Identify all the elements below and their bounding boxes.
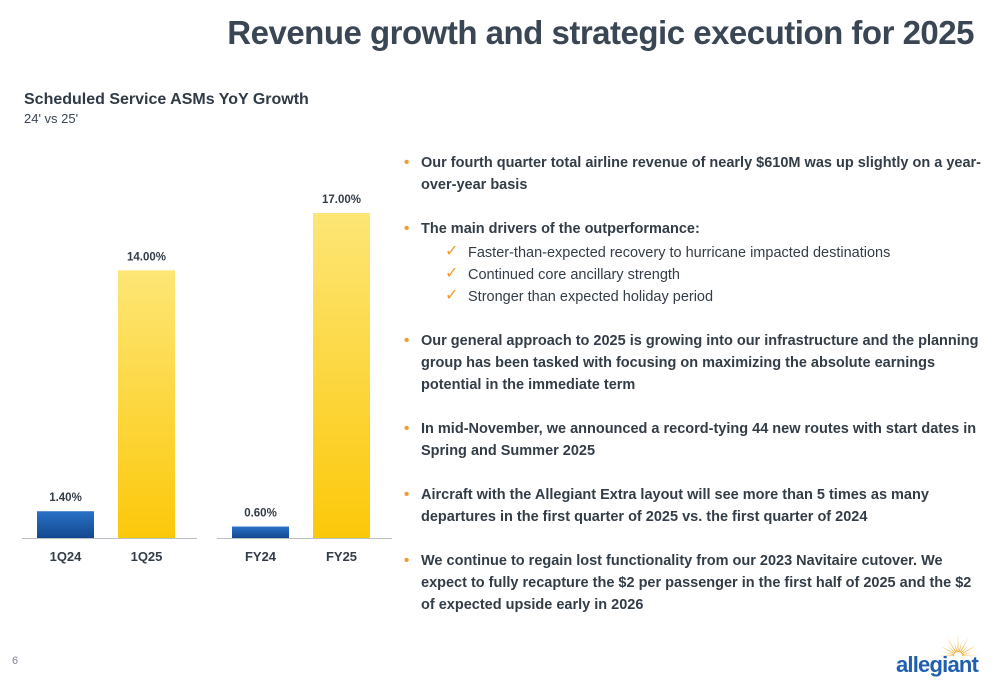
category-label: FY24 <box>245 549 277 564</box>
bullet-text: Our fourth quarter total airline revenue… <box>421 155 982 193</box>
check-list: ✓ Faster-than-expected recovery to hurric… <box>421 242 984 308</box>
bullet-item: • In mid-November, we announced a record-… <box>404 418 984 462</box>
bullet-text: Aircraft with the Allegiant Extra layout… <box>421 487 929 525</box>
sun-logo-icon <box>940 634 980 656</box>
bullet-dot-icon: • <box>404 154 410 171</box>
bullet-dot-icon: • <box>404 220 410 237</box>
allegiant-logo: allegiant <box>896 632 988 678</box>
bullet-text: Our general approach to 2025 is growing … <box>421 333 979 393</box>
category-label: 1Q24 <box>50 549 83 564</box>
check-text: Continued core ancillary strength <box>468 267 680 283</box>
check-item: ✓ Faster-than-expected recovery to hurric… <box>445 242 984 264</box>
bar-fy25 <box>313 213 370 538</box>
bullet-dot-icon: • <box>404 486 410 503</box>
chart-subtitle: 24' vs 25' <box>24 111 79 126</box>
bullet-item: • The main drivers of the outperformance:… <box>404 218 984 308</box>
data-label: 1.40% <box>49 492 82 504</box>
check-text: Stronger than expected holiday period <box>468 289 714 305</box>
data-label: 17.00% <box>322 194 361 206</box>
bullet-item: • Our general approach to 2025 is growing… <box>404 330 984 396</box>
bullet-dot-icon: • <box>404 552 410 569</box>
bullet-text: We continue to regain lost functionality… <box>421 553 972 613</box>
bullet-item: • We continue to regain lost functionalit… <box>404 550 984 616</box>
category-label: FY25 <box>326 549 357 564</box>
chart-title: Scheduled Service ASMs YoY Growth <box>24 91 309 108</box>
data-label: 14.00% <box>127 251 166 263</box>
data-label: 0.60% <box>244 508 277 520</box>
bullet-item: • Aircraft with the Allegiant Extra layou… <box>404 484 984 528</box>
checkmark-icon: ✓ <box>445 265 459 282</box>
check-item: ✓ Stronger than expected holiday period <box>445 286 984 308</box>
check-text: Faster-than-expected recovery to hurrica… <box>468 245 891 261</box>
category-label: 1Q25 <box>131 549 163 564</box>
bullet-text: The main drivers of the outperformance: <box>421 221 700 237</box>
bar-1q25 <box>118 270 175 538</box>
bar-fy24 <box>232 526 289 538</box>
bullet-dot-icon: • <box>404 420 410 437</box>
bar-1q24 <box>37 511 94 538</box>
checkmark-icon: ✓ <box>445 243 459 260</box>
bullet-text: In mid-November, we announced a record-t… <box>421 421 977 459</box>
asm-growth-chart: 1.40% 1Q24 14.00% 1Q25 0.60% FY24 17.00% FY25 <box>22 194 392 564</box>
logo-wordmark: allegiant <box>896 652 979 677</box>
page-number: 6 <box>12 655 19 667</box>
checkmark-icon: ✓ <box>445 287 459 304</box>
bullet-dot-icon: • <box>404 332 410 349</box>
bullet-list: • Our fourth quarter total airline revenu… <box>404 152 984 638</box>
check-item: ✓ Continued core ancillary strength <box>445 264 984 286</box>
bullet-item: • Our fourth quarter total airline revenu… <box>404 152 984 196</box>
slide-title: Revenue growth and strategic execution f… <box>227 14 974 51</box>
